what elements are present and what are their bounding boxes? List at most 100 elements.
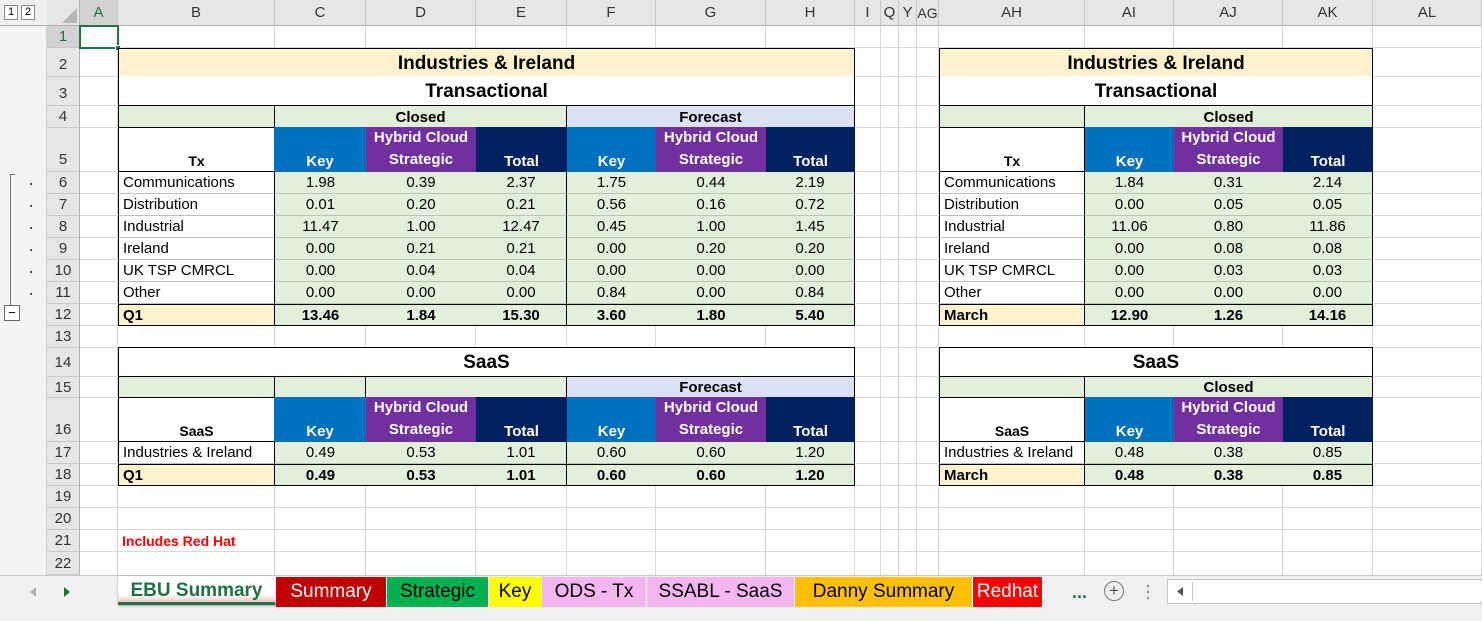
value-cell[interactable]: 0.05 (1174, 194, 1283, 216)
column-header-Q[interactable]: Q (881, 0, 899, 26)
selected-cell-a1[interactable] (79, 25, 119, 49)
value-cell[interactable]: 0.00 (1085, 282, 1174, 304)
value-cell[interactable]: 12.90 (1085, 304, 1174, 326)
row-header-8[interactable]: 8 (47, 216, 80, 238)
value-cell[interactable]: 0.00 (567, 260, 656, 282)
row-header-4[interactable]: 4 (47, 106, 80, 128)
value-cell[interactable]: 0.20 (366, 194, 476, 216)
value-cell[interactable]: 0.48 (1085, 464, 1174, 486)
row-label[interactable]: Ireland (939, 238, 1085, 260)
row-label[interactable]: Industries & Ireland (939, 442, 1085, 464)
value-cell[interactable]: 0.00 (1085, 238, 1174, 260)
row-header-14[interactable]: 14 (47, 348, 80, 377)
value-cell[interactable]: 1.20 (766, 442, 855, 464)
column-header-AH[interactable]: AH (939, 0, 1085, 26)
value-cell[interactable]: 0.60 (567, 464, 656, 486)
value-cell[interactable]: 0.00 (1174, 282, 1283, 304)
value-cell[interactable]: 0.49 (275, 464, 366, 486)
value-cell[interactable]: 0.04 (366, 260, 476, 282)
column-header-F[interactable]: F (567, 0, 656, 26)
row-header-16[interactable]: 16 (47, 398, 80, 442)
column-header-I[interactable]: I (855, 0, 881, 26)
row-label[interactable]: Other (939, 282, 1085, 304)
value-cell[interactable]: 15.30 (476, 304, 567, 326)
value-cell[interactable]: 0.03 (1174, 260, 1283, 282)
sheet-tab-danny-summary[interactable]: Danny Summary (795, 577, 973, 607)
value-cell[interactable]: 0.00 (1085, 194, 1174, 216)
column-header-A[interactable]: A (80, 0, 118, 26)
sheet-tab-redhat[interactable]: Redhat (973, 577, 1043, 607)
value-cell[interactable]: 1.20 (766, 464, 855, 486)
value-cell[interactable]: 1.00 (366, 216, 476, 238)
row-header-12[interactable]: 12 (47, 304, 80, 326)
outline-level-2-button[interactable]: 2 (21, 5, 35, 20)
value-cell[interactable]: 0.48 (1085, 442, 1174, 464)
column-header-AG[interactable]: AG (917, 0, 939, 26)
row-header-21[interactable]: 21 (47, 530, 80, 552)
tab-splitter-handle[interactable] (1146, 582, 1150, 602)
value-cell[interactable]: 2.37 (476, 172, 567, 194)
sheet-tab-ods-tx[interactable]: ODS - Tx (542, 577, 647, 607)
value-cell[interactable]: 0.56 (567, 194, 656, 216)
value-cell[interactable]: 0.00 (1283, 282, 1373, 304)
value-cell[interactable]: 1.01 (476, 464, 567, 486)
total-row-label[interactable]: March (939, 464, 1085, 486)
total-row-label[interactable]: March (939, 304, 1085, 326)
value-cell[interactable]: 0.21 (366, 238, 476, 260)
value-cell[interactable]: 0.00 (567, 238, 656, 260)
value-cell[interactable]: 0.00 (476, 282, 567, 304)
row-header-11[interactable]: 11 (47, 282, 80, 304)
value-cell[interactable]: 0.38 (1174, 464, 1283, 486)
sheet-tab-ssabl-saas[interactable]: SSABL - SaaS (647, 577, 795, 607)
value-cell[interactable]: 0.80 (1174, 216, 1283, 238)
row-label[interactable]: Distribution (939, 194, 1085, 216)
value-cell[interactable]: 1.84 (366, 304, 476, 326)
select-all-corner[interactable] (47, 0, 80, 26)
value-cell[interactable]: 0.53 (366, 442, 476, 464)
row-label[interactable]: Ireland (118, 238, 275, 260)
value-cell[interactable]: 0.00 (275, 238, 366, 260)
column-header-AK[interactable]: AK (1283, 0, 1373, 26)
outline-level-1-button[interactable]: 1 (4, 5, 18, 20)
row-label[interactable]: Industries & Ireland (118, 442, 275, 464)
value-cell[interactable]: 0.16 (656, 194, 766, 216)
row-header-15[interactable]: 15 (47, 377, 80, 398)
row-header-7[interactable]: 7 (47, 194, 80, 216)
value-cell[interactable]: 0.38 (1174, 442, 1283, 464)
row-header-13[interactable]: 13 (47, 326, 80, 348)
value-cell[interactable]: 1.26 (1174, 304, 1283, 326)
value-cell[interactable]: 0.01 (275, 194, 366, 216)
scroll-left-arrow-icon[interactable] (1168, 580, 1192, 603)
row-label[interactable]: Industrial (118, 216, 275, 238)
value-cell[interactable]: 11.06 (1085, 216, 1174, 238)
scroll-tabs-right-icon[interactable] (60, 584, 74, 600)
value-cell[interactable]: 0.08 (1283, 238, 1373, 260)
row-header-6[interactable]: 6 (47, 172, 80, 194)
value-cell[interactable]: 14.16 (1283, 304, 1373, 326)
value-cell[interactable]: 0.21 (476, 238, 567, 260)
value-cell[interactable]: 0.60 (656, 464, 766, 486)
column-header-AJ[interactable]: AJ (1174, 0, 1283, 26)
value-cell[interactable]: 0.39 (366, 172, 476, 194)
column-header-G[interactable]: G (656, 0, 766, 26)
row-header-5[interactable]: 5 (47, 128, 80, 172)
value-cell[interactable]: 1.84 (1085, 172, 1174, 194)
value-cell[interactable]: 0.00 (1085, 260, 1174, 282)
column-header-D[interactable]: D (366, 0, 476, 26)
value-cell[interactable]: 0.21 (476, 194, 567, 216)
value-cell[interactable]: 5.40 (766, 304, 855, 326)
total-row-label[interactable]: Q1 (118, 304, 275, 326)
more-tabs-ellipsis[interactable]: ... (1072, 582, 1088, 602)
row-label[interactable]: Industrial (939, 216, 1085, 238)
value-cell[interactable]: 0.03 (1283, 260, 1373, 282)
value-cell[interactable]: 1.01 (476, 442, 567, 464)
value-cell[interactable]: 0.49 (275, 442, 366, 464)
column-header-AI[interactable]: AI (1085, 0, 1174, 26)
row-header-20[interactable]: 20 (47, 508, 80, 530)
value-cell[interactable]: 0.84 (766, 282, 855, 304)
value-cell[interactable]: 11.86 (1283, 216, 1373, 238)
value-cell[interactable]: 0.00 (275, 282, 366, 304)
total-row-label[interactable]: Q1 (118, 464, 275, 486)
column-header-H[interactable]: H (766, 0, 855, 26)
outline-collapse-button[interactable]: − (4, 305, 20, 321)
